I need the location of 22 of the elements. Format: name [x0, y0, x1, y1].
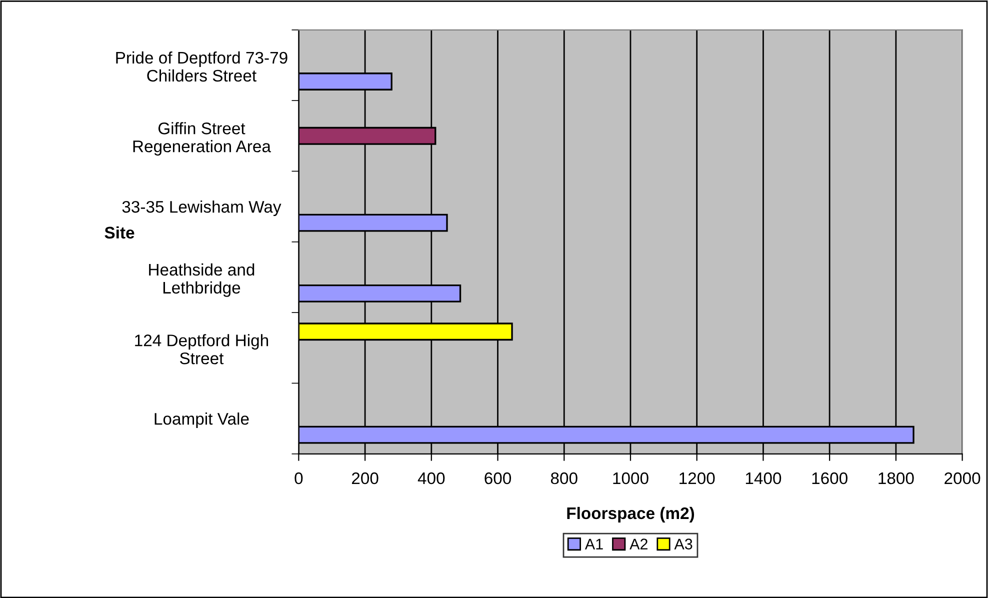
y-tick-label: Heathside and Lethbridge	[149, 263, 254, 297]
x-tick-label: 200	[352, 472, 378, 484]
x-tick-label: 400	[418, 472, 445, 484]
x-tick-label: 600	[484, 472, 512, 484]
x-tick-label: 800	[550, 472, 578, 484]
x-tick-label: 2000	[944, 472, 980, 484]
y-tick-label: Giffin Street Regeneration Area	[133, 122, 271, 156]
x-tick-label: 0	[294, 472, 303, 484]
y-axis-title: Site	[104, 226, 134, 239]
x-tick-label: 1200	[680, 472, 715, 484]
x-tick-label: 1400	[746, 472, 782, 484]
x-axis-title: Floorspace (m2)	[567, 506, 694, 522]
legend-label: A2	[630, 538, 648, 550]
x-tick-label: 1000	[613, 472, 648, 484]
legend-label: A1	[584, 538, 603, 550]
x-tick-label: 1600	[812, 472, 848, 484]
y-tick-label: 33-35 Lewisham Way	[122, 200, 282, 216]
y-tick-label: 124 Deptford High Street	[135, 334, 268, 364]
y-tick-label: Pride of Deptford 73-79 Childers Street	[116, 51, 288, 82]
y-tick-label: Loampit Vale	[154, 412, 249, 428]
x-tick-label: 1800	[878, 472, 914, 484]
legend-label: A3	[674, 538, 692, 550]
